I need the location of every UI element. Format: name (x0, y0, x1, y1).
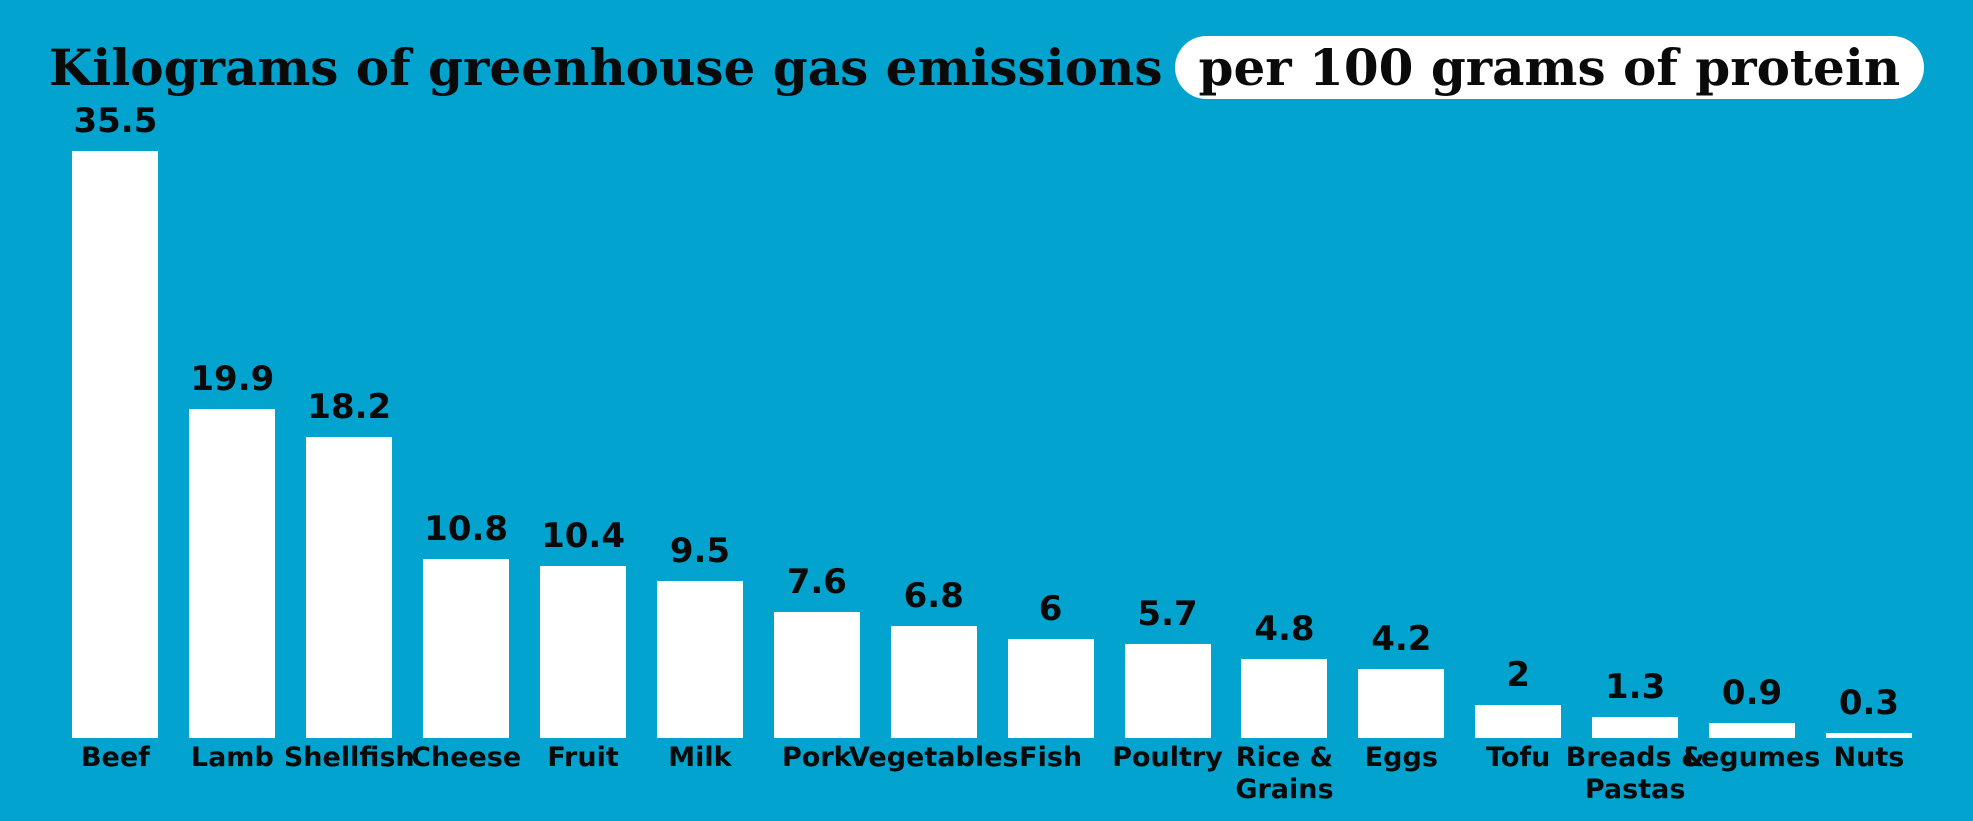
bar-value-label: 0.9 (1721, 673, 1783, 714)
bar (306, 437, 393, 738)
bar (540, 566, 627, 738)
bar (1592, 716, 1679, 738)
bar-category-label: Breads & Pastas (1565, 742, 1705, 806)
bar-slot: 7.6 Pork (758, 0, 875, 821)
bar-category-label: Fish (1019, 742, 1083, 773)
bar-category-label: Vegetables (849, 742, 1019, 773)
bar-value-label: 18.2 (307, 387, 392, 428)
bar (72, 151, 159, 738)
chart-title-highlight-pill: per 100 grams of protein (1174, 36, 1925, 99)
bar-slot: 6 Fish (992, 0, 1109, 821)
bar-category-label: Shellfish (283, 742, 415, 773)
bar-category-label: Nuts (1833, 742, 1905, 773)
bar-value-label: 5.7 (1137, 593, 1198, 634)
bar-category-label: Tofu (1486, 742, 1551, 773)
bar-category-label: Milk (668, 742, 732, 773)
bar (1825, 733, 1912, 738)
bar (1241, 658, 1328, 738)
bar (773, 612, 860, 738)
bar (1358, 668, 1445, 738)
bar-slot: 19.9 Lamb (174, 0, 291, 821)
bar-slot: 18.2 Shellfish (284, 0, 415, 821)
bar-category-label: Pork (782, 742, 852, 773)
chart-title: Kilograms of greenhouse gas emissions pe… (0, 36, 1973, 99)
bar-value-label: 0.3 (1838, 683, 1900, 723)
bar (1007, 638, 1094, 738)
bar-category-label: Cheese (411, 742, 522, 773)
bar (423, 559, 510, 738)
bar (1124, 643, 1211, 738)
bar-slot: 4.2 Eggs (1343, 0, 1460, 821)
bar (189, 408, 276, 738)
chart-title-plain-text: Kilograms of greenhouse gas emissions (48, 38, 1163, 97)
bar-value-label: 10.4 (541, 516, 625, 556)
bar-value-label: 2 (1506, 654, 1531, 695)
bar-slot: 1.3 Breads & Pastas (1566, 0, 1705, 821)
bar-slot: 5.7 Poultry (1109, 0, 1226, 821)
bar-slot: 4.8 Rice & Grains (1226, 0, 1343, 821)
bar-category-label: Eggs (1364, 742, 1438, 773)
bar (1475, 704, 1562, 738)
bar-value-label: 1.3 (1605, 666, 1666, 707)
bar-category-label: Legumes (1683, 742, 1821, 773)
bar-category-label: Rice & Grains (1235, 742, 1334, 806)
bar-value-label: 9.5 (669, 530, 731, 571)
bar-category-label: Lamb (190, 742, 274, 773)
bar-value-label: 10.8 (424, 509, 509, 550)
bar-slot: 2 Tofu (1460, 0, 1577, 821)
bar-slot: 10.8 Cheese (408, 0, 525, 821)
bar-slot: 35.5 Beef (57, 0, 174, 821)
bar-slot: 0.3 Nuts (1811, 0, 1928, 821)
bar-slot: 6.8 Vegetables (849, 0, 1018, 821)
bar-category-label: Fruit (547, 742, 619, 773)
bar-slot: 10.4 Fruit (525, 0, 642, 821)
bar-value-label: 19.9 (190, 358, 275, 399)
bar-value-label: 6.8 (903, 575, 964, 616)
bar-slot: 9.5 Milk (642, 0, 759, 821)
bar (890, 625, 977, 738)
bar (1709, 723, 1796, 738)
bar-value-label: 6 (1038, 588, 1063, 629)
bar (656, 580, 743, 738)
bar-value-label: 35.5 (73, 101, 158, 141)
bar-slot: 0.9 Legumes (1684, 0, 1821, 821)
bar-category-label: Beef (80, 742, 150, 773)
bar-value-label: 7.6 (786, 562, 847, 603)
bar-category-label: Poultry (1112, 742, 1223, 773)
bar-value-label: 4.8 (1254, 608, 1315, 649)
bar-value-label: 4.2 (1371, 618, 1432, 659)
